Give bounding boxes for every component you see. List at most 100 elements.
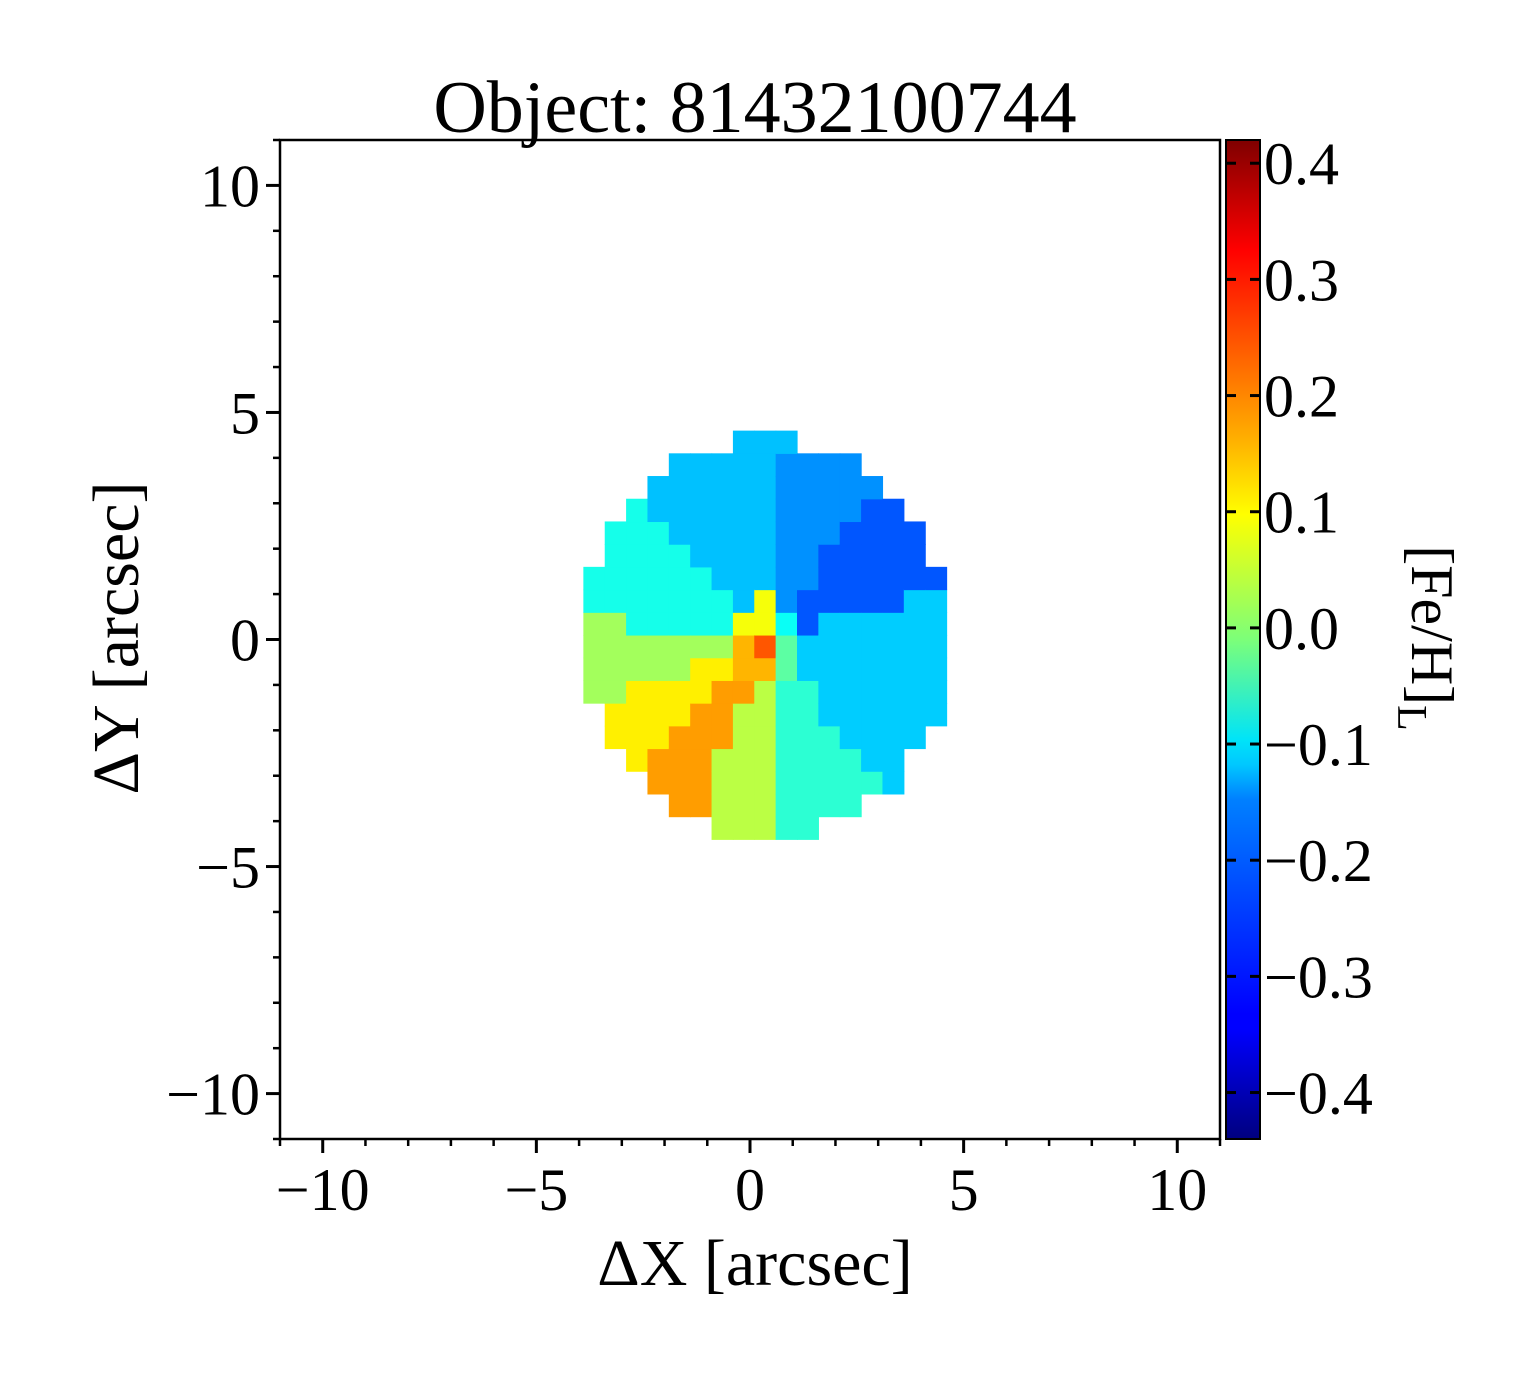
map-pixel [754,703,777,727]
map-pixel [754,566,777,591]
map-pixel [690,725,713,750]
map-pixel [690,566,713,591]
y-axis-label: ΔY [arcsec] [80,482,153,795]
map-pixel [647,725,670,750]
map-pixel [647,657,670,681]
map-pixel [925,657,948,681]
map-pixel [839,703,862,727]
colorbar-label: [Fe/H]L [1388,545,1465,731]
map-pixel [711,566,734,591]
map-pixel [583,657,606,681]
map-pixel [925,703,948,727]
map-pixel [583,680,606,704]
map-pixel [668,453,691,477]
map-pixel [732,634,755,659]
map-pixel [711,657,734,681]
chart-title: Object: 81432100744 [433,67,1076,149]
map-pixel [818,521,841,545]
map-pixel [797,544,819,568]
map-pixel [732,703,755,727]
x-tick-label: 10 [1147,1157,1207,1223]
colorbar-tick-label: −0.1 [1264,712,1373,778]
map-pixel [903,725,926,750]
map-pixel [839,748,862,772]
map-pixel [711,725,734,750]
map-pixel [797,680,819,704]
map-pixel [711,793,734,818]
map-pixel [903,589,926,613]
colorbar-tick-label: −0.3 [1264,944,1373,1010]
map-pixel [647,680,670,704]
map-pixel [797,771,819,795]
map-pixel [861,566,884,591]
map-pixel [818,498,841,523]
map-pixel [775,589,798,613]
map-pixel [754,589,777,613]
y-tick-label: 0 [230,608,260,674]
map-pixel [626,521,649,545]
map-pixel [797,657,819,681]
map-pixel [626,589,649,613]
map-pixel [882,748,905,772]
map-pixel [797,703,819,727]
map-pixel [818,453,841,477]
map-pixel [690,589,713,613]
map-pixel [604,566,627,591]
y-tick-label: −5 [196,835,260,901]
map-pixel [626,566,649,591]
map-pixel [775,498,798,523]
colorbar-axis: −0.4 −0.3 −0.2 −0.1 0.0 0.1 0.2 0.3 0.4 [1226,131,1373,1127]
map-pixel [882,725,905,750]
map-pixel [839,612,862,636]
map-pixel [583,634,606,659]
map-pixel [839,521,862,545]
map-pixel [775,771,798,795]
map-pixel [711,476,734,500]
map-pixel [604,521,627,545]
map-pixel [861,612,884,636]
y-tick-label: 5 [230,380,260,446]
map-pixel [690,680,713,704]
map-pixel [732,657,755,681]
map-pixel [882,612,905,636]
map-pixel [754,544,777,568]
map-pixel [668,725,691,750]
y-axis: −10 −5 0 5 10 [166,138,280,1141]
map-pixel [647,771,670,795]
colorbar-tick-label: 0.3 [1264,247,1339,313]
colorbar-tick-label: −0.2 [1264,828,1373,894]
map-pixel [668,476,691,500]
colorbar-label-main: [Fe/H] [1399,545,1465,705]
y-tick-label: 10 [200,153,260,219]
map-pixel [839,544,862,568]
map-pixel [861,725,884,750]
map-pixel [882,634,905,659]
map-pixel [861,589,884,613]
map-pixel [797,612,819,636]
map-pixel [882,703,905,727]
map-pixel [754,748,777,772]
map-pixel [732,544,755,568]
map-pixel [818,793,841,818]
map-pixel [668,680,691,704]
map-pixel [732,589,755,613]
map-pixel [775,657,798,681]
map-pixel [604,703,627,727]
map-pixel [775,430,798,454]
map-pixel [797,498,819,523]
map-pixel [711,612,734,636]
map-pixel [775,703,798,727]
map-pixel [754,771,777,795]
map-pixel [882,680,905,704]
map-pixel [732,430,755,454]
colorbar-label-subscript: L [1388,705,1434,731]
map-pixel [818,680,841,704]
map-pixel [818,566,841,591]
map-pixel [732,771,755,795]
map-pixel [818,544,841,568]
y-tick-label: −10 [166,1062,260,1128]
map-pixel [818,476,841,500]
map-pixel [818,634,841,659]
map-pixel [775,816,798,840]
map-pixel [861,680,884,704]
